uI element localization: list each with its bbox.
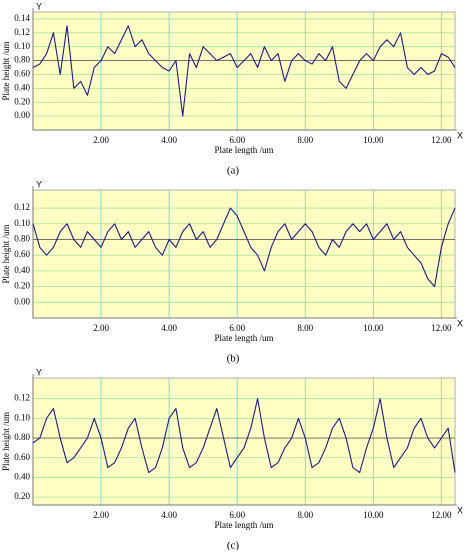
y-tick-label: 0.80: [14, 432, 30, 442]
y-tick-label: 0.80: [14, 234, 30, 244]
x-tick-label: 4.00: [161, 323, 177, 333]
x-axis-name: X: [457, 505, 463, 515]
y-axis-name: Y: [36, 179, 42, 189]
x-tick-label: 4.00: [161, 510, 177, 520]
y-tick-label: 0.12: [14, 393, 30, 403]
y-axis-label: Plate height /um: [1, 42, 11, 101]
x-tick-label: 10.00: [363, 323, 384, 333]
x-axis-name: X: [457, 130, 463, 140]
x-tick-label: 12.00: [431, 135, 452, 145]
y-tick-label: 0.10: [14, 41, 30, 51]
x-tick-label: 2.00: [93, 135, 109, 145]
y-tick-label: 0.00: [14, 296, 30, 306]
x-tick-label: 6.00: [229, 510, 245, 520]
y-tick-label: 0.12: [14, 27, 30, 37]
plot-area: [32, 11, 456, 131]
x-tick-label: 8.00: [297, 135, 313, 145]
x-tick-label: 10.00: [363, 135, 384, 145]
y-tick-label: 0.10: [14, 218, 30, 228]
x-axis-label: Plate length /um: [215, 333, 274, 343]
x-tick-label: 6.00: [229, 135, 245, 145]
y-tick-label: 0.10: [14, 412, 30, 422]
x-tick-label: 8.00: [297, 323, 313, 333]
y-tick-label: 0.20: [14, 96, 30, 106]
y-tick-label: 0.14: [14, 13, 30, 23]
x-tick-label: 4.00: [161, 135, 177, 145]
y-tick-label: 0.12: [14, 202, 30, 212]
x-tick-label: 12.00: [431, 323, 452, 333]
y-tick-label: 0.20: [14, 281, 30, 291]
x-tick-label: 12.00: [431, 510, 452, 520]
plot-area: [32, 189, 456, 319]
y-tick-label: 0.60: [14, 69, 30, 79]
y-tick-label: 0.80: [14, 55, 30, 65]
x-axis-label: Plate length /um: [215, 520, 274, 530]
caption: (c): [227, 540, 240, 550]
plot-area: [32, 377, 456, 506]
y-tick-label: 0.60: [14, 249, 30, 259]
y-axis-label: Plate height /um: [1, 225, 11, 284]
y-axis-label: Plate height /um: [1, 412, 11, 471]
y-tick-label: 0.20: [14, 491, 30, 501]
data-line: [32, 207, 456, 288]
x-axis-label: Plate length /um: [215, 145, 274, 155]
x-tick-label: 8.00: [297, 510, 313, 520]
caption: (b): [227, 353, 240, 365]
x-tick-label: 2.00: [93, 323, 109, 333]
caption: (a): [227, 165, 240, 177]
data-line: [32, 398, 456, 474]
y-tick-label: 0.60: [14, 452, 30, 462]
y-tick-label: 0.40: [14, 265, 30, 275]
y-axis-name: Y: [36, 1, 42, 11]
y-tick-label: 0.40: [14, 82, 30, 92]
y-axis-name: Y: [36, 367, 42, 377]
x-tick-label: 10.00: [363, 510, 384, 520]
y-tick-label: 0.00: [14, 110, 30, 120]
x-tick-label: 2.00: [93, 510, 109, 520]
y-tick-label: 0.40: [14, 471, 30, 481]
x-axis-name: X: [457, 318, 463, 328]
x-tick-label: 6.00: [229, 323, 245, 333]
data-line: [32, 25, 456, 117]
